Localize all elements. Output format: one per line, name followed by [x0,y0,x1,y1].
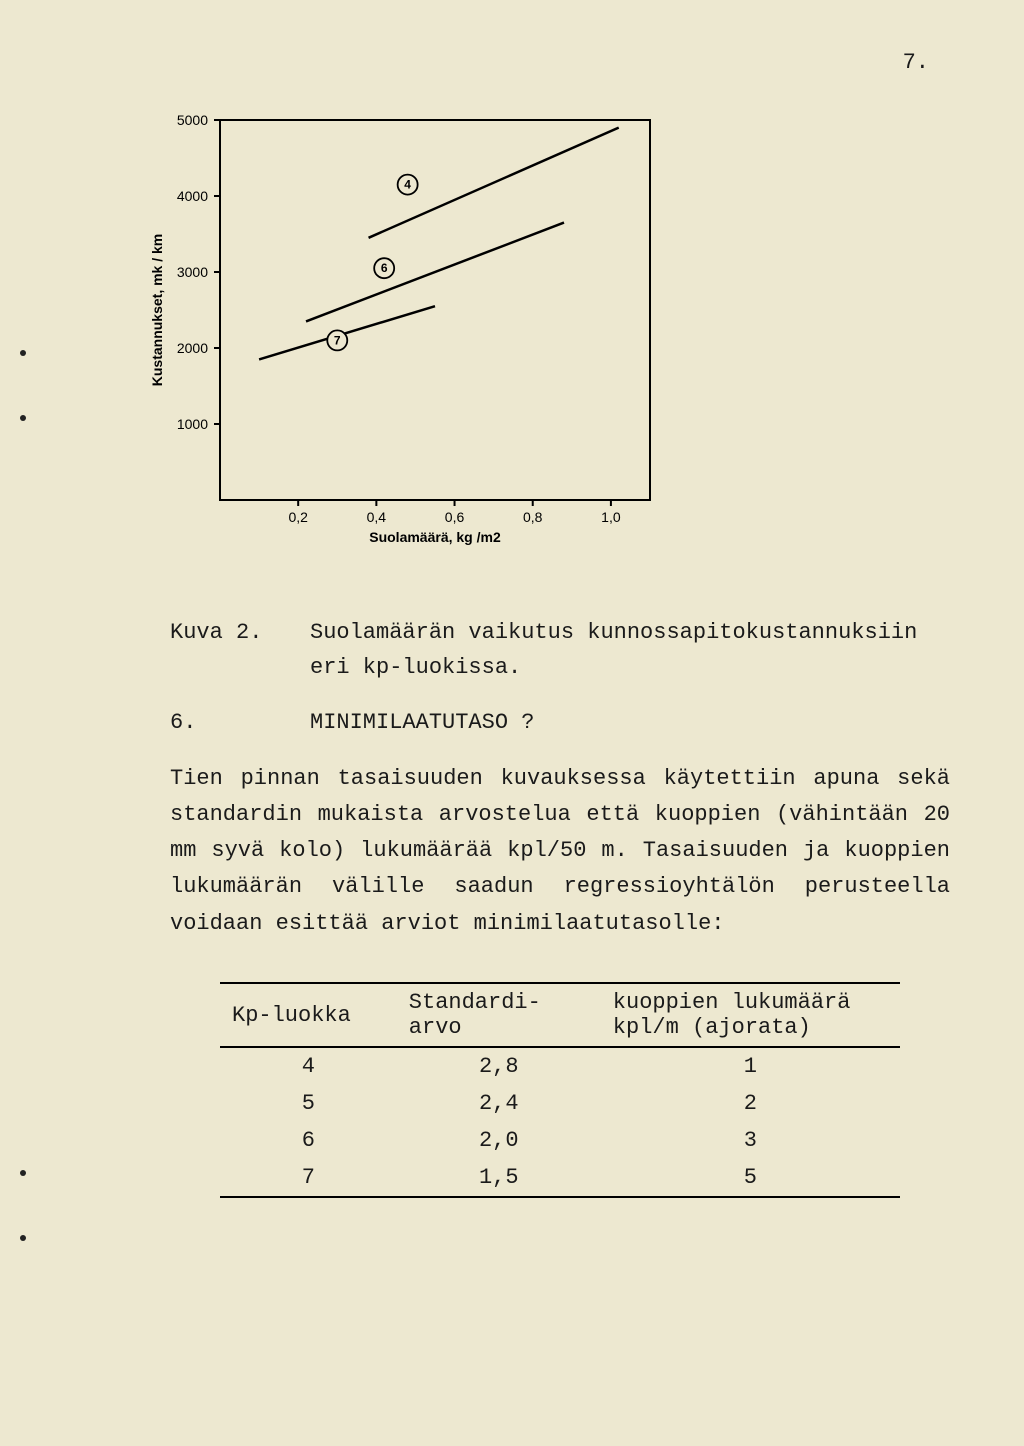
table-cell: 5 [220,1085,397,1122]
svg-text:4000: 4000 [177,188,208,204]
figure-caption: Kuva 2. Suolamäärän vaikutus kunnossapit… [170,615,930,685]
caption-label: Kuva 2. [170,615,310,685]
table-cell: 7 [220,1159,397,1197]
table-row: 42,81 [220,1047,900,1085]
svg-text:0,6: 0,6 [445,509,465,525]
svg-text:6: 6 [381,261,388,275]
svg-text:1,0: 1,0 [601,509,621,525]
chart-svg: 1000 2000 3000 4000 5000 0,2 0,4 0,6 0,8 1,0 Suola… [140,110,680,570]
table-header-row: Kp-luokka Standardi-arvo kuoppien lukumä… [220,983,900,1047]
table-cell: 6 [220,1122,397,1159]
table-cell: 4 [220,1047,397,1085]
chart-figure: 1000 2000 3000 4000 5000 0,2 0,4 0,6 0,8 1,0 Suola… [140,110,934,575]
table-header: kuoppien lukumääräkpl/m (ajorata) [601,983,900,1047]
svg-text:0,4: 0,4 [367,509,387,525]
svg-text:3000: 3000 [177,264,208,280]
svg-text:2000: 2000 [177,340,208,356]
table-cell: 5 [601,1159,900,1197]
section-heading: 6. MINIMILAATUTASO ? [170,705,930,740]
svg-text:Suolamäärä, kg /m2: Suolamäärä, kg /m2 [369,529,501,545]
table-row: 71,55 [220,1159,900,1197]
svg-text:0,8: 0,8 [523,509,543,525]
margin-dot [20,350,26,356]
caption-text: Suolamäärän vaikutus kunnossapitokustann… [310,615,930,685]
table-cell: 2,0 [397,1122,601,1159]
table-row: 52,42 [220,1085,900,1122]
svg-text:0,2: 0,2 [288,509,308,525]
body-paragraph: Tien pinnan tasaisuuden kuvauksessa käyt… [170,761,950,942]
svg-text:5000: 5000 [177,112,208,128]
section-title: MINIMILAATUTASO ? [310,705,930,740]
section-number: 6. [170,705,310,740]
table-cell: 1 [601,1047,900,1085]
margin-dot [20,1170,26,1176]
svg-text:4: 4 [404,178,411,192]
table-cell: 2,8 [397,1047,601,1085]
table-cell: 3 [601,1122,900,1159]
data-table: Kp-luokka Standardi-arvo kuoppien lukumä… [220,982,900,1198]
table-cell: 2,4 [397,1085,601,1122]
margin-dot [20,415,26,421]
table-header: Kp-luokka [220,983,397,1047]
svg-text:7: 7 [334,333,341,347]
margin-dot [20,1235,26,1241]
table-header: Standardi-arvo [397,983,601,1047]
svg-text:Kustannukset, mk / km: Kustannukset, mk / km [149,234,165,387]
page-number: 7. [903,50,929,75]
table-row: 62,03 [220,1122,900,1159]
table-cell: 1,5 [397,1159,601,1197]
table-cell: 2 [601,1085,900,1122]
svg-text:1000: 1000 [177,416,208,432]
